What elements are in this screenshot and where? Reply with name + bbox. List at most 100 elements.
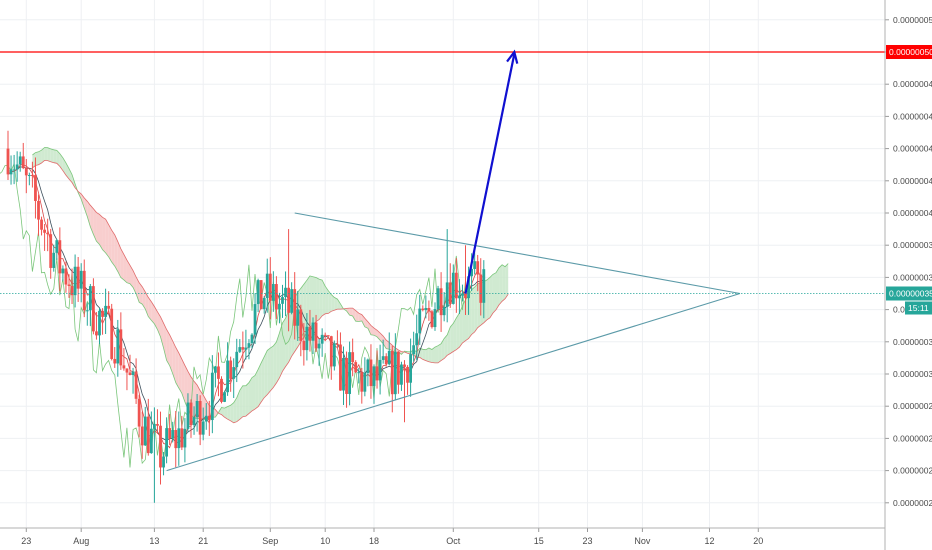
candle-body (354, 362, 358, 373)
candle-body (305, 326, 309, 351)
cloud-segment (90, 205, 94, 235)
cloud-segment (59, 153, 63, 171)
cloud-segment (224, 406, 228, 420)
cloud-segment (331, 294, 335, 312)
cloud-segment (264, 350, 268, 398)
candle-body (479, 274, 483, 303)
cloud-segment (322, 280, 326, 316)
x-tick-label: 12 (704, 536, 714, 546)
cloud-segment (306, 275, 310, 333)
cloud-segment (154, 306, 158, 330)
projection-arrow-line (464, 53, 516, 294)
cloud-segment (285, 310, 289, 367)
candle-body (153, 424, 156, 429)
cloud-segment (114, 234, 118, 272)
x-tick-label: Aug (73, 536, 89, 546)
cloud-segment (120, 248, 124, 280)
candle-body (470, 268, 473, 277)
candle-body (235, 351, 239, 368)
candle-body (436, 288, 440, 310)
cloud-segment (160, 316, 164, 348)
candle-body (183, 428, 187, 448)
candle-body (464, 293, 467, 299)
candle-body (15, 164, 19, 170)
cloud-segment (453, 318, 457, 352)
candle-body (46, 232, 50, 235)
candle-body (311, 322, 315, 341)
candle-body (88, 286, 92, 311)
cloud-segment (65, 162, 69, 180)
candle-body (174, 430, 178, 449)
cloud-segment (227, 405, 231, 421)
candle-body (393, 351, 397, 395)
candle-body (400, 364, 403, 385)
candle-body (52, 252, 56, 268)
cloud-segment (117, 241, 121, 278)
candle-body (24, 168, 28, 176)
cloud-segment (252, 375, 256, 411)
cloud-segment (233, 397, 237, 423)
candle-body (390, 350, 394, 395)
cloud-segment (346, 308, 350, 316)
projection-arrow-head (506, 49, 519, 64)
cloud-segment (328, 290, 332, 314)
candle-body (82, 270, 86, 311)
candle-body (146, 416, 150, 454)
candle-body (70, 286, 74, 296)
candle-body (116, 329, 120, 364)
candle-body (342, 357, 345, 391)
candle-body (226, 360, 229, 393)
cloud-segment (184, 365, 188, 410)
cloud-segment (230, 402, 234, 423)
cloud-segment (181, 359, 185, 402)
candle-body (250, 334, 254, 344)
candle-body (217, 366, 220, 379)
candle-body (156, 424, 159, 426)
candle-body (445, 282, 449, 307)
candle-body (430, 311, 434, 328)
candle-body (409, 354, 412, 383)
cloud-segment (486, 277, 490, 320)
cloud-segment (130, 265, 134, 288)
cloud-segment (435, 345, 439, 363)
candle-body (421, 308, 425, 311)
candle-body (189, 402, 193, 426)
cloud-segment (428, 347, 432, 363)
candle-body (458, 295, 461, 299)
candle-body (415, 333, 419, 346)
candle-body (406, 366, 409, 383)
cloud-segment (32, 152, 36, 168)
cloud-segment (105, 219, 109, 257)
cloud-segment (349, 308, 353, 317)
countdown-badge (905, 301, 932, 315)
candle-body (317, 343, 321, 349)
candle-body (357, 372, 361, 374)
candle-body (433, 309, 437, 328)
candle-body (467, 276, 470, 299)
candle-body (262, 297, 266, 310)
y-tick-label: 0.00000044 (893, 144, 932, 154)
candle-body (284, 287, 287, 298)
candle-body (378, 359, 382, 381)
current-price-label: 0.00000035 (889, 289, 932, 299)
candle-body (162, 456, 165, 468)
candle-body (177, 428, 181, 449)
candle-body (336, 343, 339, 345)
candle-body (442, 306, 446, 316)
candle-body (40, 219, 43, 230)
cloud-segment (242, 385, 246, 417)
candlesticks (6, 130, 486, 503)
candle-body (61, 268, 65, 274)
candle-body (55, 240, 59, 253)
candle-body (43, 229, 46, 233)
candle-body (198, 401, 202, 435)
cloud-segment (447, 327, 451, 356)
cloud-segment (441, 338, 445, 361)
y-tick-label: 0.00000028 (893, 401, 932, 411)
candle-body (95, 331, 98, 336)
candle-body (34, 175, 37, 201)
cloud-segment (172, 341, 176, 383)
